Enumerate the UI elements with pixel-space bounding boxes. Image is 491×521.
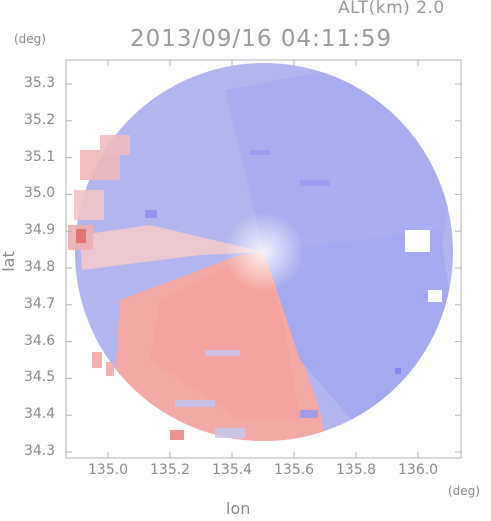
x-tick-label: 136.0 — [398, 462, 439, 478]
y-tick-label: 34.8 — [24, 259, 56, 275]
y-tick-label: 34.3 — [24, 443, 56, 459]
y-tick-label: 34.7 — [24, 295, 56, 312]
tick-marks — [66, 60, 461, 458]
y-tick-label: 35.0 — [24, 185, 56, 202]
timestamp-title: 2013/09/16 04:11:59 — [130, 26, 393, 52]
receding-core — [150, 252, 300, 420]
radar-velocity-field — [68, 63, 453, 441]
x-tick-label: 135.2 — [150, 462, 191, 478]
y-tick-label: 35.3 — [24, 75, 56, 91]
x-tick-label: 135.6 — [274, 462, 315, 478]
y-axis-unit: (deg) — [14, 32, 46, 46]
y-tick-label: 34.6 — [24, 332, 56, 349]
x-tick-label: 135.8 — [336, 462, 377, 478]
plot-frame — [65, 59, 462, 459]
altitude-label: ALT(km) 2.0 — [338, 0, 445, 18]
x-axis-unit: (deg) — [448, 484, 480, 498]
y-tick-label: 35.2 — [24, 111, 56, 128]
x-tick-label: 135.4 — [212, 462, 253, 478]
x-tick-label: 135.0 — [88, 462, 129, 478]
y-tick-label: 34.5 — [24, 369, 56, 386]
x-axis-title: lon — [226, 499, 251, 518]
y-tick-label: 34.9 — [24, 222, 56, 239]
transition-band — [80, 225, 264, 270]
y-tick-label: 34.4 — [24, 406, 56, 423]
y-tick-label: 35.1 — [24, 148, 56, 165]
clutter-speckles — [76, 150, 401, 440]
